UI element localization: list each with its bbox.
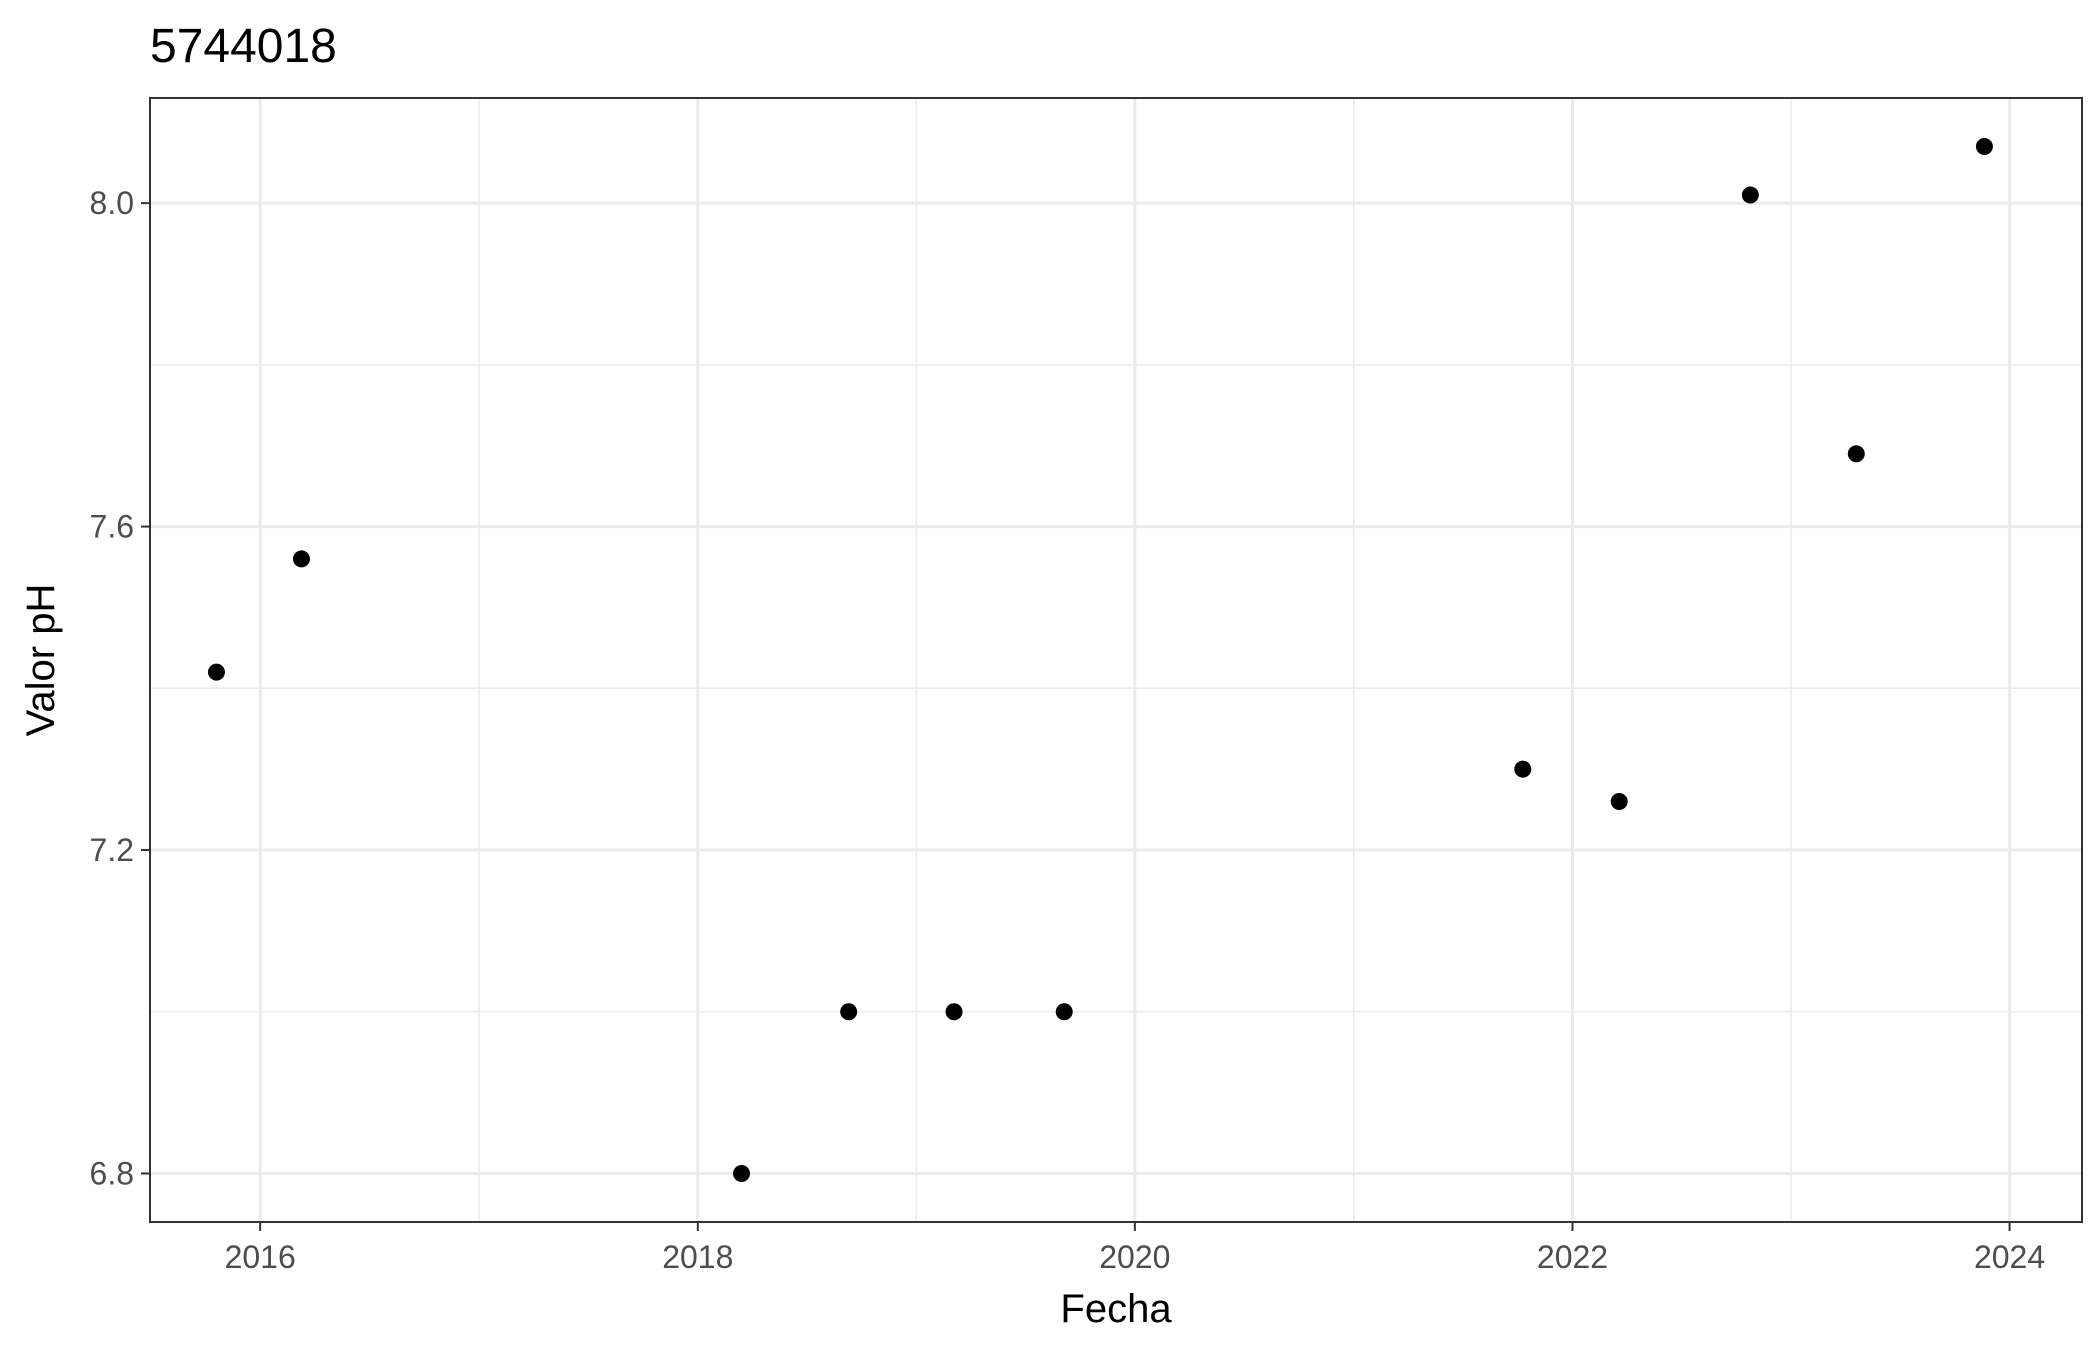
x-tick-label: 2016 [225,1239,296,1275]
y-tick-label: 7.6 [90,509,134,545]
data-point [1055,1003,1073,1021]
data-point [207,663,225,681]
y-tick-label: 7.2 [90,832,134,868]
y-axis-title: Valor pH [19,584,63,737]
y-tick-label: 8.0 [90,185,134,221]
x-tick-label: 2018 [662,1239,733,1275]
data-points [207,138,1993,1182]
data-point [1975,138,1993,156]
data-point [840,1003,858,1021]
y-tick-label: 6.8 [90,1155,134,1191]
data-point [1514,760,1532,778]
data-point [1741,186,1759,204]
y-axis-ticks: 6.8 7.2 7.6 8.0 [90,185,150,1191]
x-tick-label: 2022 [1537,1239,1608,1275]
data-point [1610,793,1628,811]
panel-border [149,97,2083,1223]
data-point [945,1003,963,1021]
data-point [1847,445,1865,463]
data-point [733,1164,751,1182]
x-tick-label: 2024 [1974,1239,2045,1275]
chart-title: 5744018 [150,20,337,73]
x-tick-label: 2020 [1099,1239,1170,1275]
minor-gridlines [150,98,2082,1222]
data-point [292,550,310,568]
major-gridlines [150,98,2082,1222]
x-axis-ticks: 2016 2018 2020 2022 2024 [225,1222,2045,1275]
x-axis-title: Fecha [1060,1287,1172,1331]
